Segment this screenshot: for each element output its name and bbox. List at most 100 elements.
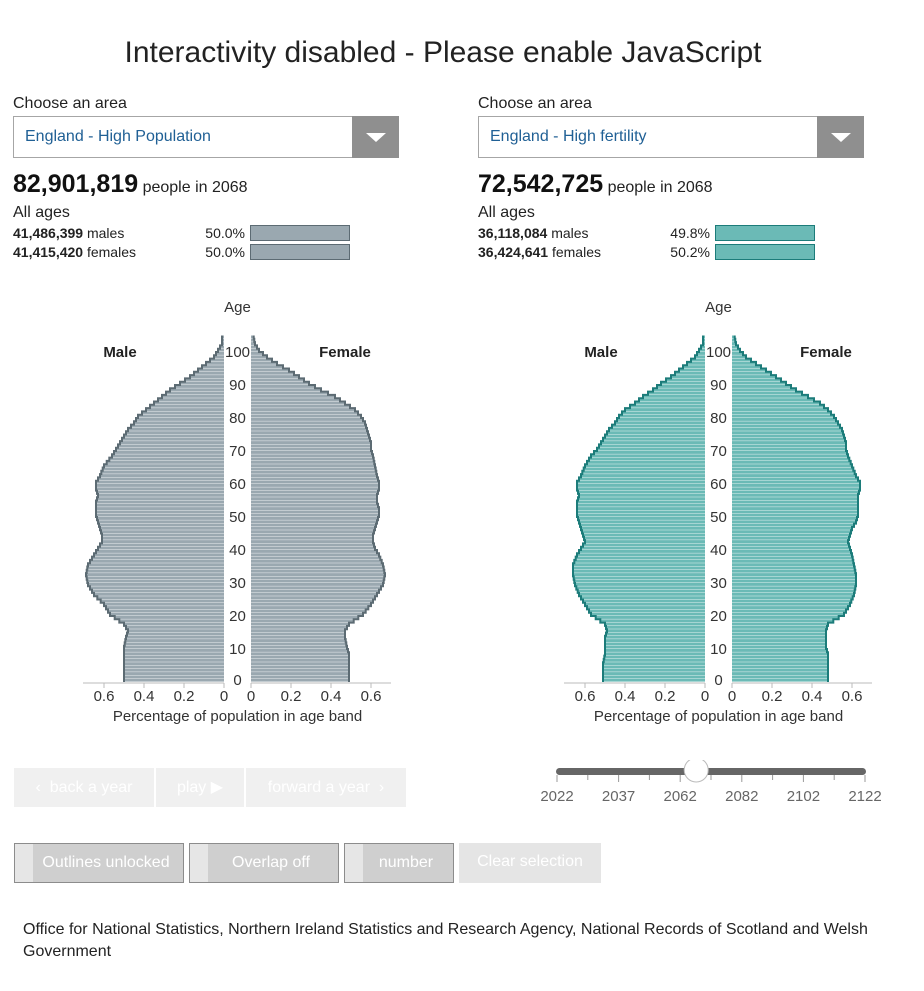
slider-handle[interactable] — [683, 760, 709, 783]
male-bar — [104, 602, 224, 606]
male-bar — [87, 566, 224, 570]
males-summary: 36,118,084 males 49.8% — [478, 224, 868, 243]
male-bar — [603, 662, 705, 666]
age-tick-label: 20 — [710, 608, 727, 625]
female-bars — [251, 335, 385, 682]
female-bar — [732, 596, 853, 600]
female-bar — [251, 553, 379, 557]
male-bar — [97, 490, 224, 494]
male-bar — [124, 678, 224, 682]
male-bars — [573, 335, 705, 682]
male-bar — [687, 361, 705, 365]
clear-selection-button[interactable]: Clear selection — [459, 843, 601, 883]
female-bar — [251, 434, 369, 438]
all-ages-label: All ages — [13, 204, 70, 221]
male-bar — [94, 553, 224, 557]
female-bar — [251, 490, 378, 494]
female-bar — [251, 609, 366, 613]
female-bar — [732, 665, 828, 669]
female-bar — [732, 629, 826, 633]
area-select[interactable]: England - High Population — [13, 116, 399, 158]
number-toggle[interactable]: number — [344, 843, 454, 883]
female-bar — [251, 530, 374, 534]
female-bar — [732, 639, 826, 642]
age-tick-label: 10 — [229, 641, 246, 658]
forward-a-year-button[interactable]: forward a year › — [246, 768, 406, 807]
female-bar — [251, 602, 371, 606]
male-bar — [605, 652, 705, 656]
male-bar — [98, 546, 224, 550]
male-bar — [124, 434, 224, 438]
dropdown-button[interactable] — [817, 116, 864, 158]
chevron-left-icon: ‹ — [35, 779, 41, 796]
male-bar — [218, 348, 224, 352]
female-bar — [732, 474, 856, 477]
male-bar — [603, 675, 705, 679]
female-bar — [251, 441, 371, 444]
overlap-label: Overlap off — [232, 854, 310, 871]
male-bar — [98, 520, 224, 524]
female-bar — [732, 460, 851, 464]
females-count: 36,424,641 — [478, 244, 549, 260]
toggle-nub — [15, 844, 33, 882]
slider-track — [556, 768, 866, 775]
dropdown-button[interactable] — [352, 116, 399, 158]
female-bar — [251, 421, 365, 425]
female-bar — [251, 635, 345, 639]
female-bar — [732, 345, 738, 349]
male-bar — [126, 635, 224, 639]
male-bar — [92, 556, 224, 560]
male-bar — [675, 371, 705, 375]
x-tick-label: 0.4 — [321, 688, 342, 705]
age-tick-label: 40 — [710, 542, 727, 559]
male-bar — [124, 672, 224, 675]
female-bar — [732, 649, 827, 652]
female-bar — [732, 589, 855, 593]
number-label: number — [378, 854, 434, 871]
toggle-nub — [190, 844, 208, 882]
female-bar — [732, 358, 751, 362]
male-bar — [584, 536, 705, 540]
female-label: Female — [800, 344, 852, 361]
male-bar — [134, 421, 224, 425]
area-select[interactable]: England - High fertility — [478, 116, 864, 158]
female-bar — [251, 418, 363, 421]
female-bar — [732, 414, 834, 418]
female-bar — [251, 437, 370, 441]
male-bar — [603, 437, 705, 441]
female-bar — [251, 378, 304, 382]
area-select-value: England - High fertility — [490, 128, 647, 145]
female-bar — [732, 553, 852, 557]
year-slider[interactable]: 2022 2037 2062 2082 2102 2122 — [540, 760, 885, 810]
male-bar — [202, 365, 224, 369]
male-bar — [97, 497, 224, 501]
female-bar — [732, 444, 846, 448]
x-tick-label: 0.6 — [575, 688, 596, 705]
female-bar — [251, 668, 349, 672]
female-bar — [251, 444, 371, 448]
female-bar — [732, 457, 850, 461]
male-bar — [606, 632, 705, 636]
play-button[interactable]: play ▶ — [156, 768, 244, 807]
female-bar — [732, 655, 828, 659]
male-bar — [86, 569, 225, 573]
female-bar — [251, 424, 366, 428]
back-a-year-button[interactable]: ‹ back a year — [14, 768, 154, 807]
male-bar — [605, 649, 705, 652]
male-bar — [701, 345, 705, 349]
male-bar — [120, 441, 224, 444]
female-bar — [251, 447, 371, 451]
male-bar — [591, 454, 705, 458]
female-bar — [251, 625, 347, 629]
male-bar — [577, 510, 705, 514]
overlap-toggle[interactable]: Overlap off — [189, 843, 339, 883]
outlines-toggle[interactable]: Outlines unlocked — [14, 843, 184, 883]
female-bar — [732, 543, 849, 547]
male-bar — [671, 375, 705, 378]
male-bar — [124, 655, 224, 659]
male-bar — [583, 599, 705, 603]
female-bar — [732, 437, 845, 441]
male-bar — [577, 480, 705, 484]
male-bar — [577, 507, 705, 510]
age-tick-label: 100 — [706, 344, 731, 361]
